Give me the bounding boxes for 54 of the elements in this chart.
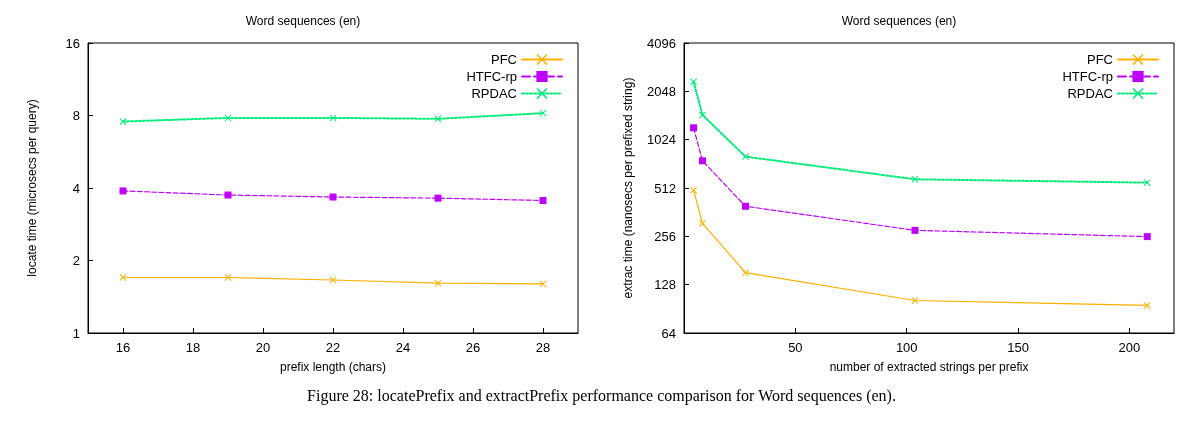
x-tick-label: 26 bbox=[465, 340, 481, 355]
point bbox=[539, 196, 547, 204]
x-tick-label: 18 bbox=[185, 340, 201, 355]
legend-label: HTFC-rp bbox=[466, 69, 517, 84]
y-tick-label: 512 bbox=[654, 180, 676, 196]
x-tick-label: 24 bbox=[395, 340, 411, 355]
y-tick-label: 256 bbox=[654, 228, 676, 244]
x-tick-label: 50 bbox=[788, 340, 803, 355]
legend-label: RPDAC bbox=[471, 86, 517, 101]
y-tick-label: 1 bbox=[72, 325, 80, 341]
point bbox=[434, 194, 442, 202]
y-axis-title: locate time (microsecs per query) bbox=[25, 99, 39, 277]
point bbox=[1143, 233, 1151, 241]
y-tick-label: 2048 bbox=[647, 83, 676, 99]
x-tick-label: 100 bbox=[895, 340, 918, 355]
y-tick-label: 1024 bbox=[647, 132, 676, 148]
y-tick-label: 16 bbox=[65, 35, 80, 51]
x-tick-label: 22 bbox=[325, 340, 341, 355]
legend-label: PFC bbox=[491, 52, 517, 67]
point bbox=[698, 157, 706, 165]
point bbox=[329, 193, 337, 201]
x-tick-label: 200 bbox=[1118, 340, 1141, 355]
y-tick-label: 64 bbox=[661, 325, 676, 341]
y-tick-label: 4 bbox=[72, 180, 80, 196]
point bbox=[911, 175, 919, 183]
point bbox=[119, 118, 127, 126]
caption: Figure 28: locatePrefix and extractPrefix performance comparison for Word sequences (en). bbox=[306, 387, 897, 405]
chart-title: Word sequences (en) bbox=[245, 14, 361, 28]
chart-title: Word sequences (en) bbox=[841, 14, 957, 28]
point bbox=[119, 274, 127, 281]
point bbox=[698, 111, 706, 119]
x-tick-label: 28 bbox=[535, 340, 551, 355]
legend-label: HTFC-rp bbox=[1062, 69, 1113, 84]
x-axis-title: prefix length (chars) bbox=[279, 360, 387, 374]
legend-label: PFC bbox=[1087, 52, 1113, 67]
point bbox=[690, 186, 698, 194]
point bbox=[119, 187, 127, 195]
point bbox=[224, 274, 232, 281]
legend-label: RPDAC bbox=[1067, 86, 1113, 101]
x-axis-title: number of extracted strings per prefix bbox=[829, 360, 1029, 374]
x-tick-label: 150 bbox=[1007, 340, 1029, 355]
y-tick-label: 2 bbox=[72, 253, 80, 268]
y-tick-label: 8 bbox=[72, 108, 80, 123]
x-tick-label: 20 bbox=[255, 340, 271, 355]
x-tick-label: 16 bbox=[115, 340, 131, 355]
point bbox=[911, 226, 919, 234]
point bbox=[1143, 179, 1151, 187]
y-tick-label: 128 bbox=[654, 277, 676, 293]
point bbox=[741, 202, 749, 210]
point bbox=[690, 124, 698, 132]
point bbox=[911, 297, 919, 304]
point bbox=[224, 191, 232, 199]
y-tick-label: 4096 bbox=[647, 35, 676, 51]
y-axis-title: extrac time (nanosecs per prefixed string) bbox=[621, 77, 635, 299]
